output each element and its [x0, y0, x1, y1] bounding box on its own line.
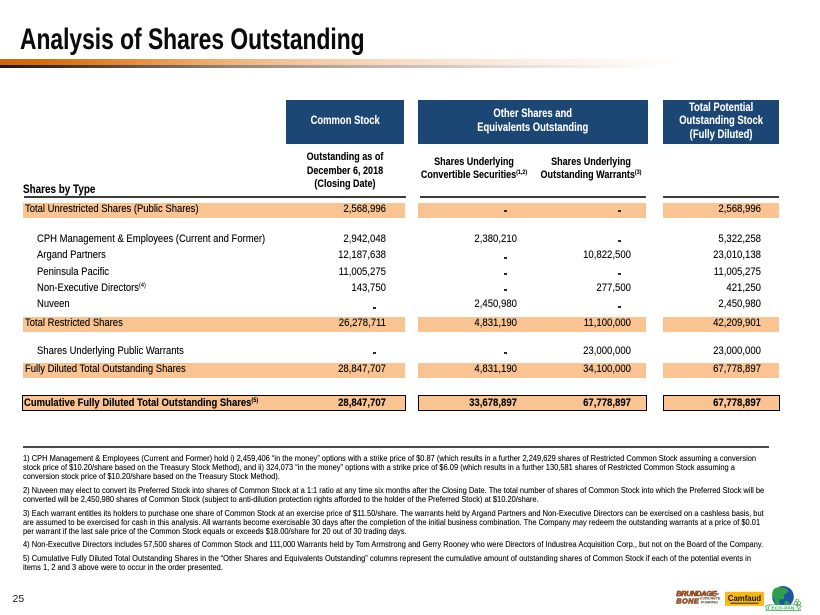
svg-text:ECO-PAN: ECO-PAN — [771, 605, 795, 610]
svg-text:BRUNDAGE-: BRUNDAGE- — [676, 589, 719, 598]
svg-text:Camfaud: Camfaud — [728, 594, 762, 603]
svg-text:PUMPING: PUMPING — [701, 601, 718, 605]
svg-text:CONCRETE: CONCRETE — [700, 597, 721, 601]
svg-text:BONE: BONE — [676, 597, 700, 606]
